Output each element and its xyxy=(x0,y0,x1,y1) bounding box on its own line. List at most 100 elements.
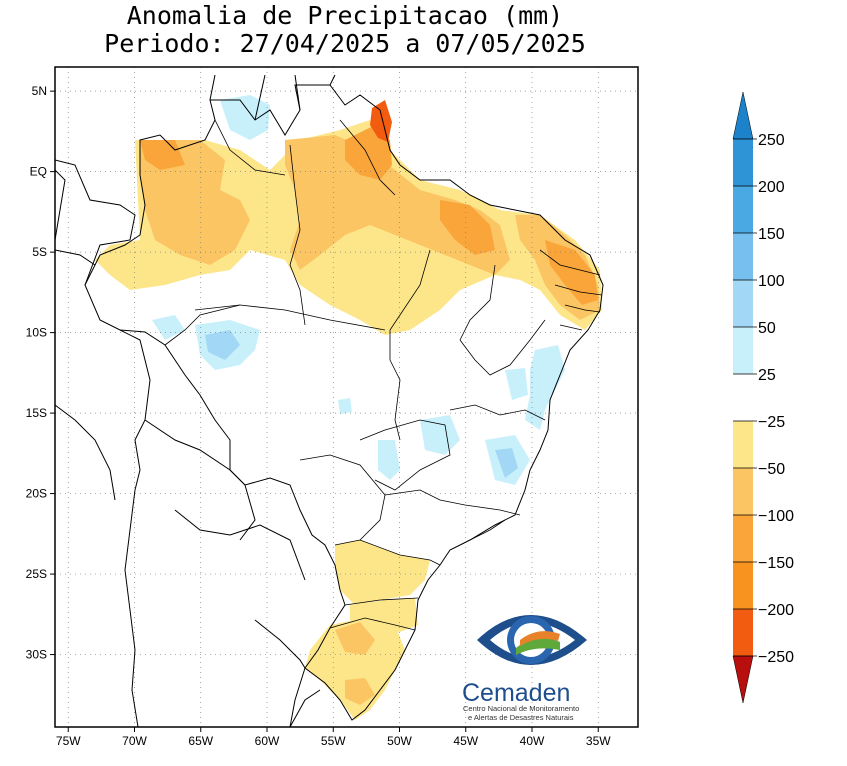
lat-tick-label: 10S xyxy=(26,326,47,340)
colorbar-segment xyxy=(733,421,753,468)
colorbar-bottom-arrow xyxy=(732,655,754,704)
guyana-borders xyxy=(209,74,336,121)
state-border-rondonia xyxy=(164,304,241,346)
country-borders xyxy=(55,74,604,727)
lon-tick-label: 55W xyxy=(321,734,346,748)
argentina-paraguay-border xyxy=(174,509,306,581)
state-border-mg-rj xyxy=(469,519,506,541)
latitude-axis: 5N EQ 5S 10S 15S 20S 25S 30S xyxy=(26,84,55,662)
wet-area-roraima xyxy=(220,95,270,140)
map-period: Periodo: 27/04/2025 a 07/05/2025 xyxy=(104,29,586,58)
lat-tick-label: 20S xyxy=(26,487,47,501)
wet-area-goias xyxy=(378,440,400,480)
lat-tick-label: EQ xyxy=(30,165,47,179)
wet-area-mato-grosso-spot xyxy=(338,398,352,414)
colorbar-label: −50 xyxy=(758,461,785,478)
uruguay-coast xyxy=(289,689,321,727)
lat-tick-label: 5S xyxy=(32,245,47,259)
colorbar-segment xyxy=(733,280,753,327)
state-border-tocantins xyxy=(389,359,401,441)
lat-tick-label: 15S xyxy=(26,406,47,420)
cemaden-logo: Cemaden Centro Nacional de Monitoramento… xyxy=(462,615,587,722)
lon-tick-label: 75W xyxy=(56,734,81,748)
lon-tick-label: 60W xyxy=(255,734,280,748)
pacific-coast-south xyxy=(55,404,116,501)
state-border-sp-parana xyxy=(334,539,441,566)
colorbar-segment xyxy=(733,468,753,515)
colorbar: 250 200 150 100 50 25 −25 −50 −100 −150 −200 −250 xyxy=(732,91,794,704)
state-border-ms xyxy=(299,454,386,541)
colorbar-label: 150 xyxy=(758,226,785,243)
lon-tick-label: 45W xyxy=(453,734,478,748)
colorbar-segment xyxy=(733,186,753,233)
dry-area-para xyxy=(285,135,510,275)
wet-area-minas xyxy=(420,415,460,455)
pacific-coast xyxy=(55,169,66,241)
colorbar-label: 200 xyxy=(758,179,785,196)
colorbar-segment xyxy=(733,609,753,656)
lon-tick-label: 50W xyxy=(387,734,412,748)
venezuela-colombia-border xyxy=(55,159,136,286)
lon-tick-label: 65W xyxy=(188,734,213,748)
wet-area-acre xyxy=(152,315,185,340)
bolivia-paraguay-border xyxy=(144,419,256,541)
wet-area-es-core xyxy=(495,448,518,478)
wet-area-rondonia-core xyxy=(205,330,240,360)
state-border-maranhao-piaui xyxy=(459,264,496,341)
colorbar-label: 25 xyxy=(758,367,776,384)
brazil-border xyxy=(84,84,604,721)
colorbar-label: 100 xyxy=(758,273,785,290)
dry-area-rgs-core xyxy=(335,622,375,655)
state-border-mato-grosso-north xyxy=(194,304,386,331)
state-border-goias xyxy=(359,419,451,491)
dry-area-amazonas-core xyxy=(140,140,185,170)
colorbar-segment xyxy=(733,139,753,186)
dry-area-north-core xyxy=(140,140,250,265)
state-border-bahia xyxy=(459,319,546,376)
colorbar-label: −200 xyxy=(758,602,794,619)
wet-area-bahia-inner xyxy=(505,368,528,400)
dry-area-ne-coast xyxy=(545,240,598,305)
colorbar-label: −25 xyxy=(758,414,785,431)
state-border-amapa xyxy=(339,119,396,196)
dry-anomaly-areas xyxy=(95,100,602,720)
state-border-sc-rgs xyxy=(329,617,416,631)
state-borders xyxy=(164,119,603,631)
colorbar-label: −250 xyxy=(758,649,794,666)
state-border-parana-sc xyxy=(344,597,419,606)
colorbar-segment xyxy=(733,562,753,609)
colorbar-label: 250 xyxy=(758,132,785,149)
colorbar-top-arrow xyxy=(732,91,754,140)
wet-anomaly-areas xyxy=(152,95,565,485)
argentina-uruguay-border xyxy=(254,619,306,727)
colorbar-label: −150 xyxy=(758,555,794,572)
lat-tick-label: 30S xyxy=(26,648,47,662)
dry-area-amapa-peak xyxy=(370,100,392,142)
colorbar-label: −100 xyxy=(758,508,794,525)
wet-area-bahia-coast xyxy=(525,345,565,430)
dry-area-rgs-south-core xyxy=(345,678,375,705)
lat-tick-label: 5N xyxy=(32,84,47,98)
logo-subtitle-line2: e Alertas de Desastres Naturais xyxy=(468,713,574,722)
map-title: Anomalia de Precipitacao (mm) xyxy=(126,1,564,30)
state-border-amazonas-para xyxy=(289,144,306,326)
map-frame xyxy=(54,66,639,728)
lon-tick-label: 40W xyxy=(520,734,545,748)
map-grid xyxy=(55,67,638,727)
logo-orange-wave xyxy=(520,631,560,646)
dry-area-east-core xyxy=(440,200,495,255)
lon-tick-label: 35W xyxy=(586,734,611,748)
state-border-roraima xyxy=(214,119,286,176)
state-border-ne-small xyxy=(539,249,603,331)
logo-name: Cemaden xyxy=(462,679,570,707)
colorbar-segment xyxy=(733,374,753,421)
lon-tick-label: 70W xyxy=(122,734,147,748)
colorbar-segment xyxy=(733,515,753,562)
state-border-para-maranhao xyxy=(389,249,431,360)
colombia-peru-border xyxy=(55,249,96,266)
lat-tick-label: 25S xyxy=(26,567,47,581)
logo-subtitle-line1: Centro Nacional de Monitoramento xyxy=(463,704,579,713)
colorbar-segment xyxy=(733,327,753,374)
colorbar-label: 50 xyxy=(758,320,776,337)
